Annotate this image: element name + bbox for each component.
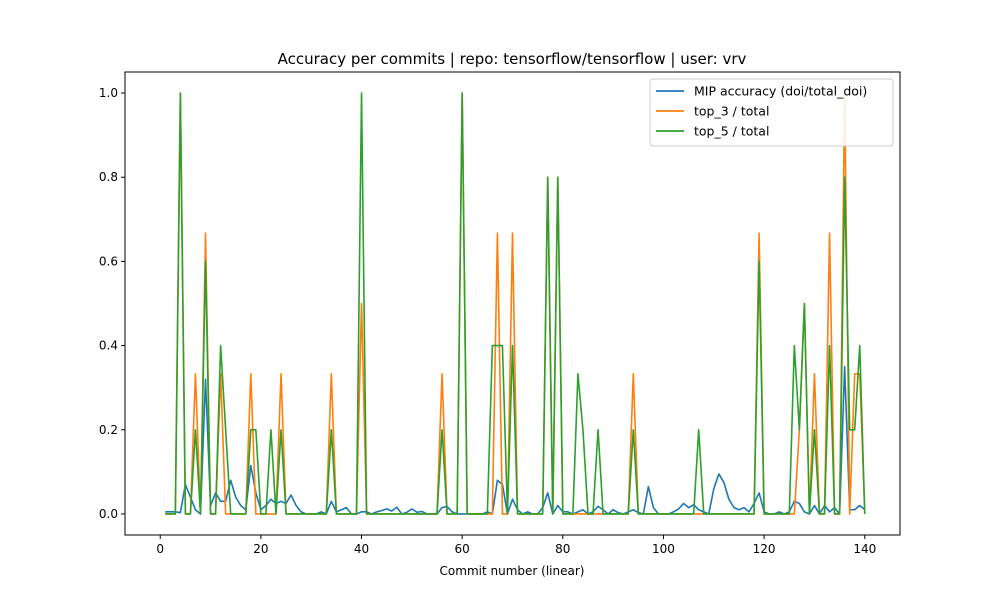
series-lines	[165, 92, 866, 515]
x-tick-label: 60	[455, 542, 470, 556]
y-tick-label: 0.6	[99, 254, 118, 268]
y-tick-label: 0.8	[99, 170, 118, 184]
x-tick-label: 20	[253, 542, 268, 556]
legend-label: top_5 / total	[694, 124, 769, 139]
y-tick-label: 0.2	[99, 423, 118, 437]
legend-label: MIP accuracy (doi/total_doi)	[694, 84, 867, 99]
x-tick-label: 40	[354, 542, 369, 556]
axes-frame	[124, 71, 901, 536]
x-tick-label: 100	[652, 542, 675, 556]
x-axis-label: Commit number (linear)	[440, 564, 585, 578]
y-tick-label: 0.0	[99, 507, 118, 521]
y-tick-label: 1.0	[99, 86, 118, 100]
legend-label: top_3 / total	[694, 104, 769, 119]
y-tick-label: 0.4	[99, 339, 118, 353]
legend: MIP accuracy (doi/total_doi) top_3 / tota…	[649, 78, 894, 147]
x-tick-label: 120	[753, 542, 776, 556]
series-line-3	[165, 92, 866, 515]
chart-title: Accuracy per commits | repo: tensorflow/…	[278, 50, 747, 68]
legend-box	[649, 78, 894, 147]
x-axis-ticks: 0 20 40 60 80 100 120 140	[156, 535, 876, 556]
x-tick-label: 140	[853, 542, 876, 556]
x-tick-label: 0	[156, 542, 164, 556]
y-axis-ticks: 0.0 0.2 0.4 0.6 0.8 1.0	[99, 86, 125, 521]
x-tick-label: 80	[555, 542, 570, 556]
series-line-1	[165, 365, 866, 515]
